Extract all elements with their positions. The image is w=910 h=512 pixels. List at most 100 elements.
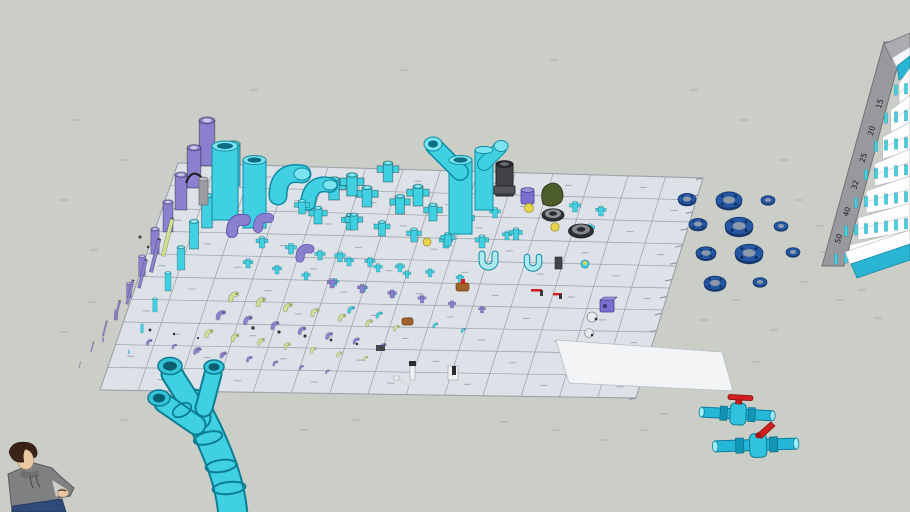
rack-fitting[interactable] [904, 190, 908, 203]
rack-fitting[interactable] [884, 220, 888, 232]
scale-figure[interactable] [7, 441, 75, 512]
pipe-fitting[interactable] [128, 349, 130, 355]
pipe-fitting[interactable] [188, 218, 200, 250]
rack-fitting[interactable] [844, 225, 848, 237]
yellow-cap[interactable] [550, 222, 560, 232]
blue-flange[interactable] [688, 218, 708, 232]
rack-fitting[interactable] [904, 82, 908, 95]
front-white-fixtures[interactable] [393, 361, 459, 387]
clamp-ring[interactable] [586, 311, 598, 323]
large-cyan-cylinders[interactable] [211, 140, 267, 229]
pipe-fitting[interactable] [148, 328, 152, 332]
pipe-fitting[interactable] [172, 332, 176, 336]
small-tools-and-parts[interactable] [376, 279, 618, 351]
pipe-fitting[interactable] [152, 297, 158, 313]
rack-fitting[interactable] [884, 193, 888, 205]
rack-fitting[interactable] [834, 253, 838, 265]
rack-size-label: 20 [866, 125, 877, 137]
valve-handle[interactable] [727, 394, 754, 401]
misc-center-items[interactable] [422, 182, 594, 247]
blue-flange[interactable] [760, 195, 776, 206]
rack-shelf-tier[interactable] [854, 175, 910, 214]
rack-fitting[interactable] [874, 221, 878, 233]
purple-fittings-medium[interactable] [226, 212, 315, 263]
rack-fitting[interactable] [884, 139, 888, 151]
blue-flange[interactable] [724, 216, 754, 238]
olive-boulder[interactable] [541, 182, 564, 207]
rack-shelf-tier[interactable] [844, 202, 910, 241]
pipe-fitting[interactable] [174, 171, 188, 211]
blue-flange[interactable] [677, 193, 697, 207]
rack-fitting[interactable] [854, 196, 858, 209]
ball-valve-large[interactable] [698, 393, 776, 427]
trap-fittings[interactable] [478, 250, 590, 272]
rack-base-band [850, 243, 910, 279]
blue-flange-set[interactable] [677, 191, 801, 292]
rack-fitting[interactable] [864, 222, 868, 235]
rack-size-label: 32 [849, 179, 860, 191]
yellow-cap[interactable] [524, 203, 534, 213]
pipe-fitting[interactable] [196, 336, 200, 340]
rack-fitting[interactable] [884, 112, 888, 124]
pipe-fitting[interactable] [146, 245, 150, 249]
rack-fitting[interactable] [904, 109, 908, 122]
hoodie-drawstrings [29, 474, 41, 489]
rack-size-label: 25 [858, 152, 869, 164]
dark-part[interactable] [376, 345, 385, 351]
blue-flange[interactable] [715, 191, 743, 211]
yellow-cap[interactable] [422, 237, 432, 247]
pipe-fitting[interactable] [329, 338, 333, 342]
blue-flange[interactable] [703, 275, 727, 292]
rack-size-label: 15 [874, 98, 885, 110]
dark-riser-pipe[interactable] [493, 160, 516, 197]
branching-pipe-assembly[interactable] [147, 356, 249, 512]
pipe-fitting[interactable] [355, 342, 359, 346]
rack-fitting[interactable] [904, 217, 908, 230]
rack-shelf-tier[interactable] [874, 121, 910, 160]
pipe-fitting[interactable] [140, 323, 144, 334]
rack-shelf-tier[interactable] [884, 94, 910, 133]
rack-fitting[interactable] [894, 138, 898, 150]
rack-fitting[interactable] [874, 167, 878, 179]
wye-fitting-stack[interactable] [423, 136, 509, 235]
figure-jeans [11, 498, 67, 512]
rack-fitting[interactable] [864, 195, 868, 208]
blue-flange[interactable] [695, 246, 717, 261]
large-cyan-elbows[interactable] [268, 164, 338, 211]
white-ground-sheet[interactable] [555, 339, 734, 392]
blue-flange[interactable] [752, 277, 768, 288]
rack-fitting[interactable] [894, 111, 898, 123]
rack-fitting[interactable] [904, 163, 908, 176]
copper-valve[interactable] [401, 317, 414, 326]
ball-valve-lever[interactable] [711, 421, 800, 459]
rack-fitting[interactable] [854, 223, 858, 236]
rack-fitting[interactable] [894, 219, 898, 231]
blue-flange[interactable] [773, 221, 789, 232]
red-tool[interactable] [531, 289, 542, 292]
figure-hair [8, 441, 38, 463]
rack-fitting[interactable] [894, 192, 898, 204]
rack-fitting[interactable] [904, 136, 908, 149]
red-tool[interactable] [553, 293, 562, 296]
pipe-fitting[interactable] [138, 235, 142, 239]
rack-fitting[interactable] [864, 168, 868, 181]
gray-pipe[interactable] [198, 176, 209, 206]
rack-fitting[interactable] [874, 194, 878, 206]
copper-valve[interactable] [455, 282, 470, 292]
pipe-fitting[interactable] [303, 334, 307, 338]
blue-flange[interactable] [734, 243, 764, 265]
rack-fitting[interactable] [894, 165, 898, 177]
rack-shelf-tier[interactable] [864, 148, 910, 187]
pipe-fitting[interactable] [164, 271, 172, 292]
pipe-fitting[interactable] [251, 326, 255, 330]
fitting-rack-shelf[interactable]: 15 20 25 32 40 50 [821, 32, 910, 279]
rack-shelf-tier[interactable] [894, 67, 910, 106]
pipe-fitting[interactable] [176, 245, 186, 271]
blue-flange[interactable] [785, 247, 801, 258]
rack-fitting[interactable] [894, 84, 898, 96]
rack-fitting[interactable] [884, 166, 888, 178]
pipe-fitting[interactable] [277, 330, 281, 334]
pipe-fitting[interactable] [102, 337, 104, 343]
rack-fitting[interactable] [874, 140, 878, 152]
